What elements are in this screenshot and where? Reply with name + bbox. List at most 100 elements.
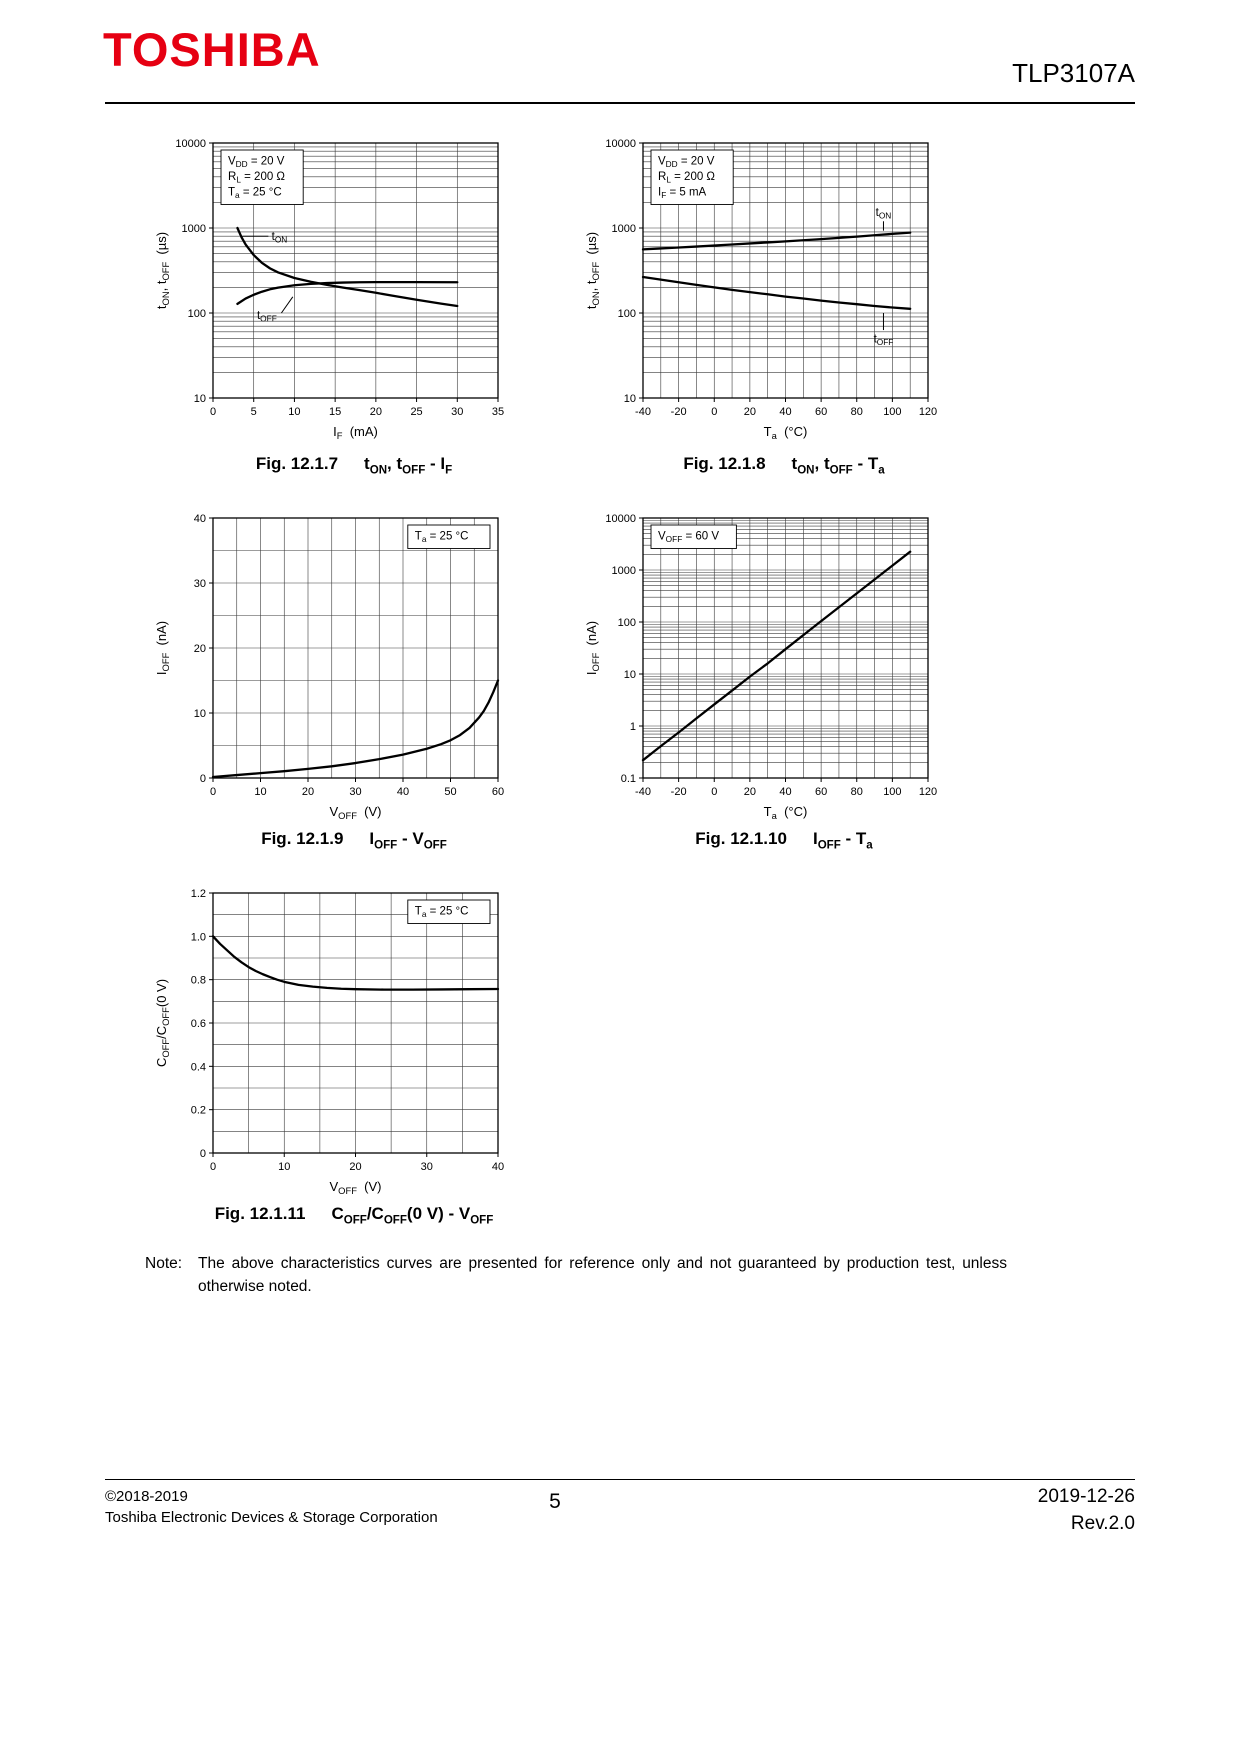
svg-text:0: 0 [200,773,206,785]
chart-block-fig-12-1-8: VDD = 20 V RL = 200 Ω IF = 5 mA tON tOFF -40 -… [578,128,978,476]
svg-text:30: 30 [421,1161,433,1173]
chart-ioff-vs-ta: VOFF = 60 V -40 -20 0 20 40 60 80 100 120 0.1 1 10 10… [578,503,978,825]
svg-text:Ta = 25 °C: Ta = 25 °C [415,531,469,545]
svg-text:20: 20 [302,786,314,798]
chart-ton-toff-vs-if: VDD = 20 V RL = 200 Ω Ta = 25 °C tON tOFF 0 5 1… [148,128,548,450]
figure-number: Fig. 12.1.7 [255,454,339,473]
figure-caption: Fig. 12.1.8 tON, tOFF - Ta [578,454,978,476]
svg-text:10: 10 [278,1161,290,1173]
svg-text:100: 100 [883,406,901,418]
svg-text:RL = 200 Ω: RL = 200 Ω [658,171,715,185]
conditions-box [220,149,304,205]
figure-title: tON, tOFF - Ta [791,454,885,477]
series-curve [236,280,459,306]
svg-text:VOFF = 60 V: VOFF = 60 V [658,531,719,545]
series-curve [236,226,459,308]
chart-ton-toff-vs-ta: VDD = 20 V RL = 200 Ω IF = 5 mA tON tOFF -40 -… [578,128,978,450]
svg-text:120: 120 [919,786,937,798]
svg-text:120: 120 [919,406,937,418]
figure-title: IOFF - VOFF [369,829,447,852]
svg-text:0: 0 [711,406,717,418]
series-curve [641,231,912,251]
svg-text:20: 20 [744,406,756,418]
figure-number: Fig. 12.1.11 [214,1204,306,1223]
figure-number: Fig. 12.1.10 [695,829,787,848]
svg-text:30: 30 [194,578,206,590]
svg-text:-20: -20 [671,786,687,798]
svg-text:10000: 10000 [175,138,206,150]
svg-text:-20: -20 [671,406,687,418]
svg-text:20: 20 [370,406,382,418]
svg-text:20: 20 [349,1161,361,1173]
chart-canvas: VOFF = 60 V -40 -20 0 20 40 60 80 100 120 0.1 1 10 10… [584,513,937,821]
header-divider [105,102,1135,104]
svg-text:IF = 5 mA: IF = 5 mA [658,187,707,201]
svg-text:1000: 1000 [182,223,206,235]
svg-text:COFF/COFF(0 V): COFF/COFF(0 V) [154,979,171,1067]
svg-text:100: 100 [883,786,901,798]
svg-text:80: 80 [851,406,863,418]
svg-text:tON, tOFF (µs): tON, tOFF (µs) [584,232,601,309]
svg-text:1000: 1000 [612,565,636,577]
revision-date: 2019-12-26 [1037,1486,1135,1507]
svg-text:0: 0 [200,1148,206,1160]
page-number: 5 [549,1490,561,1513]
svg-text:20: 20 [744,786,756,798]
copyright: ©2018-2019 [105,1488,188,1505]
figure-number: Fig. 12.1.8 [683,454,766,473]
svg-text:tOFF: tOFF [257,310,277,324]
svg-text:100: 100 [618,617,636,629]
chart-canvas: Ta = 25 °C 0 10 20 30 40 0 0.2 0.4 0.6 0.8 1.0 1.2 VO… [154,888,504,1196]
svg-text:tON, tOFF (µs): tON, tOFF (µs) [154,232,171,309]
svg-text:0.6: 0.6 [191,1018,206,1030]
figure-title: tON, tOFF - IF [364,454,453,477]
figure-caption: Fig. 12.1.11 COFF/COFF(0 V) - VOFF [148,1204,548,1226]
svg-text:RL = 200 Ω: RL = 200 Ω [228,171,285,185]
chart-block-fig-12-1-10: VOFF = 60 V -40 -20 0 20 40 60 80 100 120 0.1 1 10 10… [578,503,978,851]
svg-text:Ta (°C): Ta (°C) [764,424,808,441]
chart-coff-ratio-vs-voff: Ta = 25 °C 0 10 20 30 40 0 0.2 0.4 0.6 0.8 1.0 1.2 VO… [148,878,548,1200]
series-curve [641,550,912,762]
svg-text:1000: 1000 [612,223,636,235]
chart-block-fig-12-1-7: VDD = 20 V RL = 200 Ω Ta = 25 °C tON tOFF 0 5 1… [148,128,548,476]
svg-text:10: 10 [254,786,266,798]
svg-text:30: 30 [349,786,361,798]
figure-caption: Fig. 12.1.10 IOFF - Ta [578,829,978,851]
svg-text:tOFF: tOFF [874,334,894,348]
svg-text:Ta = 25 °C: Ta = 25 °C [228,187,282,201]
svg-text:15: 15 [329,406,341,418]
svg-text:40: 40 [779,786,791,798]
note-text: The above characteristics curves are pre… [198,1255,1007,1296]
company-name: Toshiba Electronic Devices & Storage Cor… [105,1509,438,1526]
svg-text:VOFF (V): VOFF (V) [330,804,382,821]
svg-text:10000: 10000 [605,513,636,525]
svg-text:100: 100 [618,308,636,320]
toshiba-logo: TOSHIBA [103,23,321,76]
svg-text:tON: tON [272,231,288,245]
svg-text:Ta (°C): Ta (°C) [764,804,808,821]
svg-text:25: 25 [410,406,422,418]
svg-text:VDD = 20 V: VDD = 20 V [228,156,285,170]
series-curve [211,679,500,779]
revision-number: Rev.2.0 [1070,1512,1135,1534]
svg-text:0.8: 0.8 [191,975,206,987]
note: Note: The above characteristics curves a… [145,1252,1007,1299]
svg-text:1.0: 1.0 [191,931,206,943]
svg-text:0.1: 0.1 [621,773,636,785]
footer-left: ©2018-2019 Toshiba Electronic Devices & … [105,1486,438,1528]
figure-caption: Fig. 12.1.9 IOFF - VOFF [148,829,548,851]
svg-text:1: 1 [630,721,636,733]
figure-number: Fig. 12.1.9 [261,829,344,848]
svg-text:60: 60 [492,786,504,798]
svg-text:0: 0 [210,406,216,418]
chart-canvas: Ta = 25 °C 0 10 20 30 40 50 60 0 10 20 30 40 VOFF (V)… [154,513,504,821]
svg-text:10: 10 [624,393,636,405]
series-curve [211,935,500,991]
chart-ioff-vs-voff: Ta = 25 °C 0 10 20 30 40 50 60 0 10 20 30 40 VOFF (V)… [148,503,548,825]
svg-text:10: 10 [194,393,206,405]
svg-text:0: 0 [210,1161,216,1173]
svg-text:60: 60 [815,786,827,798]
svg-text:Ta = 25 °C: Ta = 25 °C [415,906,469,920]
figure-caption: Fig. 12.1.7 tON, tOFF - IF [148,454,548,476]
